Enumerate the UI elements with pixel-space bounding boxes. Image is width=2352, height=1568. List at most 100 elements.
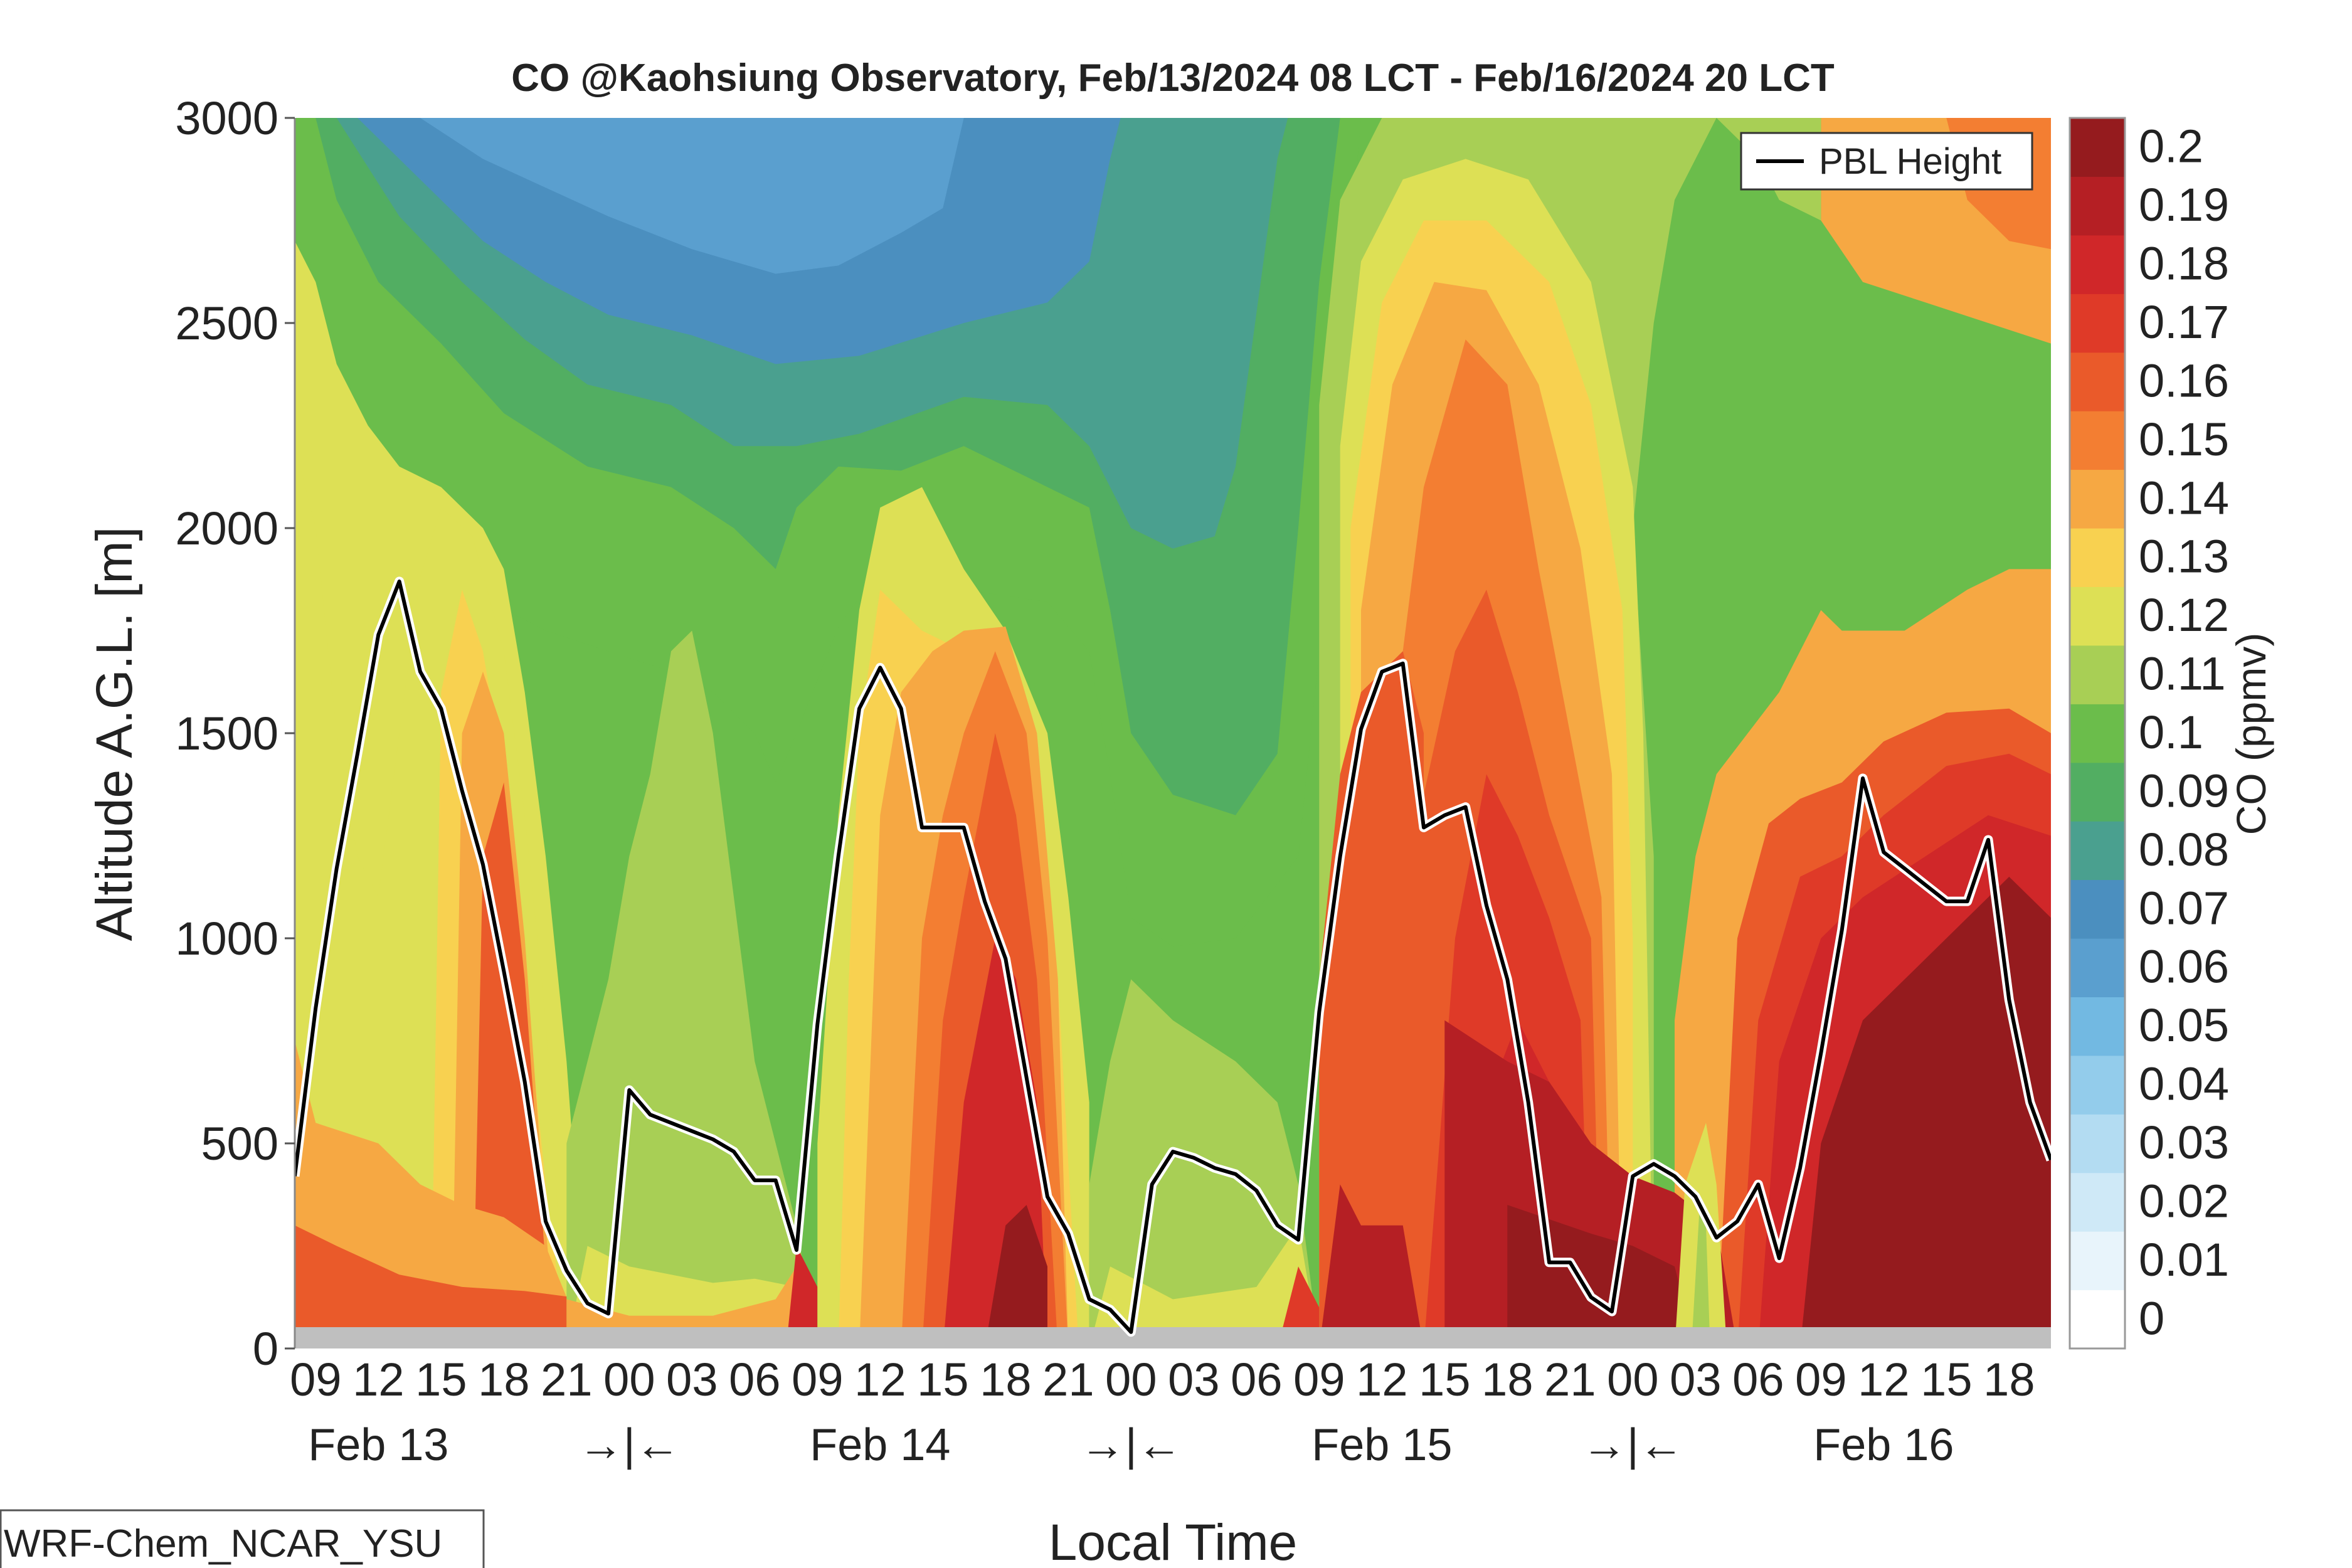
colorbar-swatch [2070,1172,2125,1232]
model-source-label: WRF-Chem_NCAR_YSU [0,1509,485,1568]
colorbar-label: CO (ppmv) [2228,633,2274,835]
colorbar-tick-label: 0.15 [2139,413,2229,465]
colorbar-swatch [2070,469,2125,529]
colorbar-tick-label: 0.1 [2139,706,2203,758]
colorbar-swatch [2070,997,2125,1056]
x-tick-label: 21 [1544,1353,1596,1406]
colorbar-swatch [2070,1231,2125,1291]
y-tick-label: 1500 [175,707,278,760]
colorbar-tick-label: 0.16 [2139,354,2229,406]
x-tick-label: 12 [1858,1353,1909,1406]
x-tick-label: 15 [415,1353,467,1406]
legend: PBL Height [1740,132,2033,191]
x-tick-label: 06 [729,1353,780,1406]
colorbar-tick-label: 0.02 [2139,1175,2229,1227]
x-tick-label: 09 [1293,1353,1345,1406]
field-0.11-pocket [1691,1205,1710,1348]
colorbar-swatch [2070,879,2125,939]
field-0.12-night14 [1089,1225,1320,1348]
colorbar-tick-label: 0.2 [2139,120,2203,172]
x-tick-label: 12 [352,1353,404,1406]
day-label: Feb 15 [1311,1420,1452,1470]
day-label: Feb 14 [810,1420,950,1470]
colorbar-swatch [2070,645,2125,704]
x-tick-label: 06 [1231,1353,1282,1406]
field-0.06 [420,118,964,274]
colorbar-swatch [2070,1290,2125,1349]
y-tick-label: 1000 [175,913,278,965]
colorbar-tick-label: 0.05 [2139,999,2229,1051]
colorbar-swatch [2070,704,2125,763]
colorbar-swatch [2070,352,2125,411]
colorbar-swatch [2070,235,2125,294]
colorbar-swatch [2070,586,2125,646]
model-source-text: WRF-Chem_NCAR_YSU [4,1522,442,1565]
colorbar-tick-label: 0.09 [2139,765,2229,817]
y-tick-label: 2000 [175,502,278,554]
y-axis: 0 500 1000 1500 2000 2500 3000 [175,92,296,1375]
colorbar-tick-label: 0.06 [2139,941,2229,993]
x-tick-label: 15 [1419,1353,1470,1406]
colorbar-swatch [2070,528,2125,587]
colorbar-tick-label: 0.18 [2139,238,2229,290]
field-0.11-night13 [566,630,818,1348]
co-concentration-field [295,118,2051,1348]
pbl-height-line [295,580,2051,1334]
colorbar-tick-label: 0.13 [2139,531,2229,583]
day-labels: Feb 13 Feb 14 Feb 15 Feb 16 →|← →|← →|← [308,1420,1954,1470]
colorbar: 0 0.01 0.02 0.03 0.04 0.05 0.06 0.07 0.08 0.09 0.1… [2069,117,2229,1350]
x-tick-label: 03 [1168,1353,1219,1406]
colorbar-swatch [2070,1114,2125,1173]
field-0.16-base-feb13 [295,1225,608,1348]
field-0.20-feb16 [1800,876,2051,1348]
x-tick-label: 21 [1042,1353,1094,1406]
x-axis-label: Local Time [1049,1514,1298,1568]
x-tick-label: 15 [1920,1353,1972,1406]
colorbar-tick-label: 0.17 [2139,296,2229,348]
x-tick-label: 09 [1795,1353,1846,1406]
field-0.20-night15 [1507,1205,1696,1348]
x-tick-label: 03 [1670,1353,1721,1406]
x-tick-label: 18 [1983,1353,2035,1406]
field-0.18-spot13 [786,1246,818,1348]
day-label: Feb 13 [308,1420,448,1470]
colorbar-swatch [2070,411,2125,470]
colorbar-swatch [2070,1055,2125,1115]
field-0.19-feb15 [1319,1184,1424,1348]
x-tick-label: 15 [917,1353,968,1406]
y-tick-label: 3000 [175,92,278,144]
colorbar-tick-label: 0.04 [2139,1058,2229,1110]
x-tick-label: 21 [541,1353,592,1406]
x-tick-label: 00 [603,1353,655,1406]
colorbar-swatch [2070,118,2125,177]
colorbar-tick-label: 0.07 [2139,882,2229,934]
colorbar-tick-label: 0 [2139,1292,2164,1344]
x-tick-label: 03 [666,1353,718,1406]
colorbar-swatch [2070,294,2125,353]
field-0.20-feb14 [985,1205,1047,1348]
colorbar-tick-label: 0.08 [2139,824,2229,876]
colorbar-frame [2069,117,2126,1350]
colorbar-tick-label: 0.03 [2139,1116,2229,1168]
x-tick-label: 00 [1607,1353,1658,1406]
colorbar-swatch [2070,176,2125,236]
chart-title: CO @Kaohsiung Observatory, Feb/13/2024 0… [511,56,1835,100]
legend-pbl-label: PBL Height [1819,141,2001,182]
x-tick-label: 09 [792,1353,843,1406]
colorbar-tick-label: 0.19 [2139,179,2229,231]
midnight-marker: →|← [1080,1420,1182,1470]
y-tick-label: 0 [253,1323,278,1375]
x-tick-label: 18 [980,1353,1031,1406]
day-label: Feb 16 [1813,1420,1954,1470]
colorbar-tick-label: 0.14 [2139,472,2229,524]
colorbar-swatch [2070,762,2125,822]
y-tick-label: 2500 [175,297,278,349]
model-source-box [0,1509,485,1568]
plot-area [295,118,2051,1348]
x-tick-label: 12 [1356,1353,1407,1406]
x-axis: 09 12 15 18 21 00 03 06 09 12 15 18 21 00 03 06 09 12 15 18… [290,1353,2035,1406]
x-tick-label: 00 [1105,1353,1157,1406]
x-tick-label: 12 [854,1353,906,1406]
colorbar-tick-label: 0.11 [2139,648,2226,700]
